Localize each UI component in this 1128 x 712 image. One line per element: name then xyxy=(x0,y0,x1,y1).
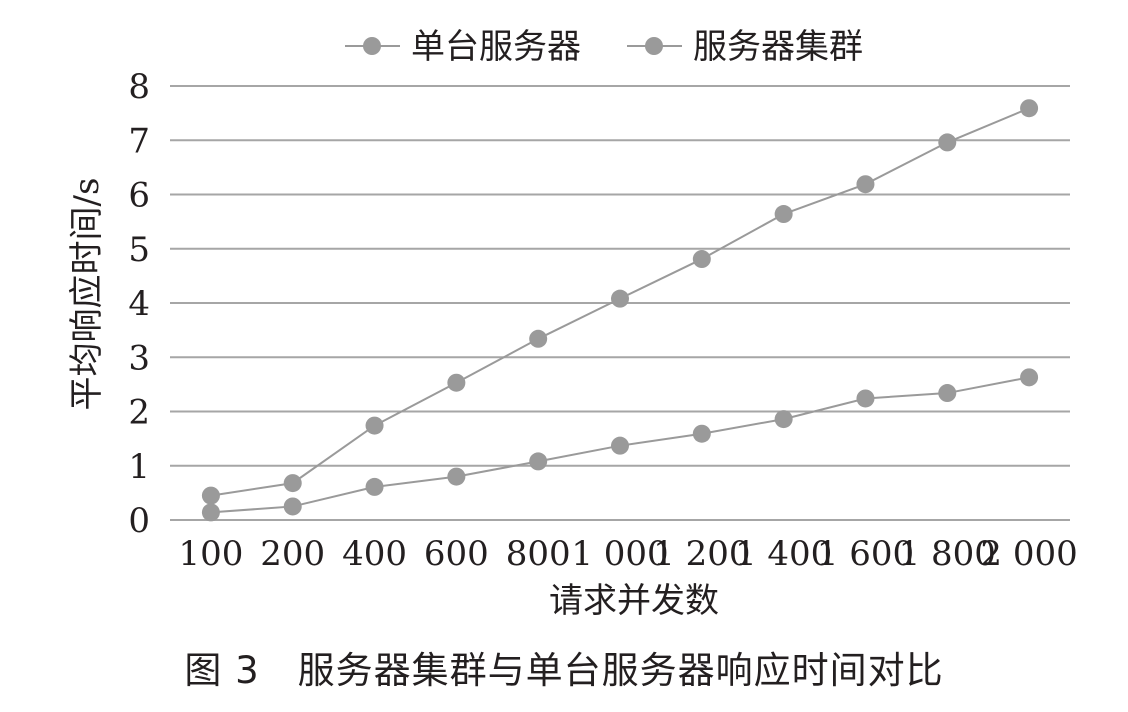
y-tick-label: 2 xyxy=(128,393,150,433)
data-point xyxy=(365,477,384,496)
data-point xyxy=(774,410,793,429)
y-tick-label: 3 xyxy=(128,338,150,378)
chart-gridlines xyxy=(170,85,1070,521)
data-point xyxy=(692,250,711,269)
y-tick-label: 5 xyxy=(128,230,150,270)
data-point xyxy=(774,205,793,224)
x-tick-label: 1 400 xyxy=(735,534,832,574)
x-tick-label: 800 xyxy=(506,534,571,574)
data-point xyxy=(611,436,629,455)
x-tick-label: 1 000 xyxy=(571,534,668,574)
data-point xyxy=(938,384,957,403)
y-tick-label: 6 xyxy=(128,176,150,216)
y-axis-ticks: 0 1 2 3 4 5 6 7 8 xyxy=(128,67,150,541)
data-point xyxy=(1020,99,1039,118)
x-tick-label: 200 xyxy=(260,534,325,574)
data-point xyxy=(365,416,384,435)
plot-area xyxy=(201,99,1039,522)
data-point xyxy=(283,497,302,516)
y-tick-label: 0 xyxy=(128,501,150,541)
x-axis-label: 请求并发数 xyxy=(549,581,719,621)
y-tick-label: 1 xyxy=(128,447,150,487)
data-point xyxy=(938,133,957,152)
line-chart: 单台服务器 服务器集群 0 1 2 3 4 5 6 7 8 100 200 400 600 800 1 00… xyxy=(67,27,1078,621)
data-point xyxy=(447,467,466,486)
x-tick-label: 1 600 xyxy=(817,534,914,574)
y-axis-label: 平均响应时间/s xyxy=(67,178,107,411)
chart-legend: 单台服务器 服务器集群 xyxy=(345,27,863,67)
data-point xyxy=(201,503,220,522)
data-point xyxy=(529,452,548,471)
data-point xyxy=(856,389,875,408)
x-tick-label: 400 xyxy=(342,534,407,574)
data-point xyxy=(856,175,875,194)
y-tick-label: 8 xyxy=(128,67,150,107)
data-point xyxy=(611,289,629,308)
data-point xyxy=(692,424,711,443)
x-tick-label: 1 800 xyxy=(899,534,996,574)
data-point xyxy=(529,329,548,348)
data-point xyxy=(283,474,302,493)
x-tick-label: 600 xyxy=(424,534,489,574)
y-tick-label: 7 xyxy=(128,121,150,161)
legend-marker xyxy=(363,37,381,55)
y-tick-label: 4 xyxy=(128,284,150,324)
legend-label: 单台服务器 xyxy=(411,27,581,67)
x-tick-label: 1 200 xyxy=(653,534,750,574)
legend-label: 服务器集群 xyxy=(693,27,863,67)
x-tick-label: 100 xyxy=(178,534,243,574)
x-tick-label: 2 000 xyxy=(980,534,1077,574)
data-point xyxy=(1020,368,1039,387)
data-point xyxy=(201,486,220,505)
figure-caption: 图 3 服务器集群与单台服务器响应时间对比 xyxy=(184,649,944,692)
data-point xyxy=(447,373,466,392)
legend-marker xyxy=(645,37,663,55)
